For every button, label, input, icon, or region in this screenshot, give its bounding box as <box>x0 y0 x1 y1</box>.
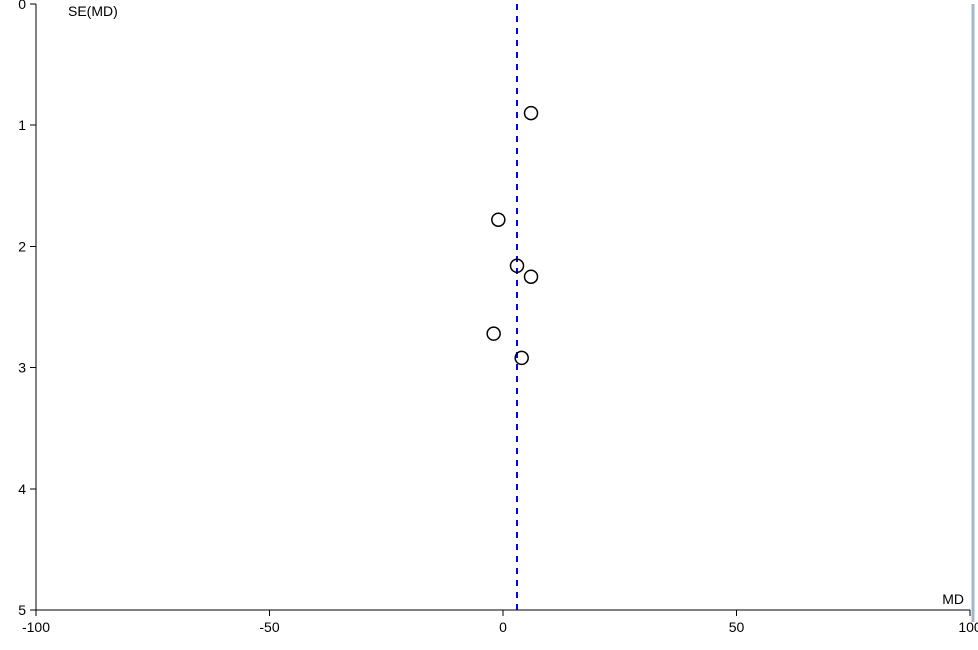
y-tick-label: 5 <box>18 602 26 618</box>
y-axis-title: SE(MD) <box>68 3 118 19</box>
chart-bg <box>0 0 978 650</box>
y-tick-label: 0 <box>18 0 26 12</box>
x-axis-title: MD <box>942 591 964 607</box>
y-tick-label: 4 <box>18 481 26 497</box>
chart-svg: -100 -50 0 50 100 0 1 2 3 4 5 SE(MD) MD <box>0 0 978 650</box>
x-tick-label: 50 <box>729 619 745 635</box>
funnel-plot: -100 -50 0 50 100 0 1 2 3 4 5 SE(MD) MD <box>0 0 978 650</box>
y-tick-label: 1 <box>18 117 26 133</box>
y-tick-label: 2 <box>18 238 26 254</box>
y-tick-label: 3 <box>18 360 26 376</box>
x-tick-label: 100 <box>958 619 978 635</box>
x-tick-label: -100 <box>22 619 50 635</box>
x-tick-label: -50 <box>259 619 279 635</box>
x-tick-label: 0 <box>499 619 507 635</box>
